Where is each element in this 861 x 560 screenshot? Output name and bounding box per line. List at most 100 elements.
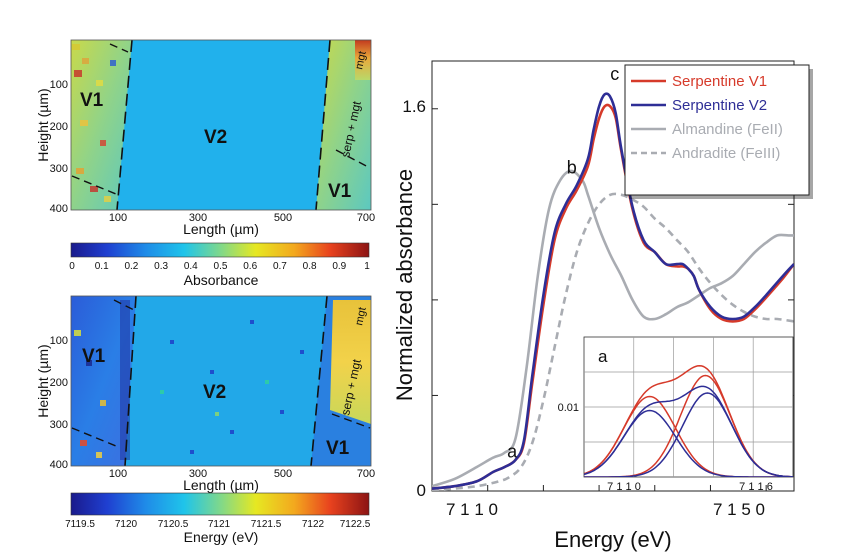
boundary-v1-top bbox=[113, 299, 135, 311]
inset-y-tick: 0.01 bbox=[558, 402, 579, 414]
y-tick: 100 bbox=[50, 335, 68, 347]
x-tick: 700 bbox=[357, 212, 375, 224]
colorbar-tick: 0.1 bbox=[95, 261, 109, 272]
y-axis-label: Height (µm) bbox=[35, 344, 51, 417]
colorbar-gradient bbox=[70, 242, 370, 258]
energy-colorbar: 7119.5 7120 7120.5 7121 7121.5 7122 7122… bbox=[65, 492, 371, 545]
colorbar-tick: 0.9 bbox=[332, 261, 346, 272]
series-group bbox=[432, 92, 794, 491]
annotation-mgt: mgt bbox=[353, 306, 369, 326]
colorbar-tick: 0.3 bbox=[154, 261, 168, 272]
inset-plot: a 0.01 7 1 1 0 7 1 1 6 bbox=[558, 336, 794, 493]
y-tick-label: 1.6 bbox=[402, 97, 426, 116]
y-axis-label: Normalized absorbance bbox=[392, 169, 417, 401]
region-label-v2: V2 bbox=[203, 382, 226, 403]
boundary-right bbox=[315, 39, 331, 211]
colorbar-tick: 7121 bbox=[208, 519, 231, 530]
y-tick: 400 bbox=[50, 459, 68, 471]
colorbar-tick: 7120.5 bbox=[158, 519, 189, 530]
x-tick: 300 bbox=[189, 212, 207, 224]
legend-label-almandine: Almandine (FeII) bbox=[672, 121, 783, 138]
x-tick: 500 bbox=[274, 212, 292, 224]
inset-grid bbox=[584, 337, 793, 477]
region-v1-right bbox=[316, 40, 371, 210]
peak-label-c: c bbox=[610, 64, 619, 84]
inset-curves bbox=[584, 364, 793, 477]
region-label-v2: V2 bbox=[204, 127, 227, 148]
x-tick-label: 7 1 5 0 bbox=[713, 500, 765, 519]
region-v1-left bbox=[71, 40, 132, 210]
series-andradite bbox=[432, 192, 794, 491]
map-frame bbox=[70, 295, 372, 467]
annotation-mgt: mgt bbox=[353, 50, 369, 70]
y-tick: 300 bbox=[50, 419, 68, 431]
colorbar-tick: 7121.5 bbox=[251, 519, 282, 530]
boundary-left bbox=[116, 39, 133, 211]
series-almandine bbox=[432, 169, 794, 488]
x-tick: 300 bbox=[189, 468, 207, 480]
y-tick-labels: 100 200 300 400 bbox=[50, 79, 68, 215]
colorbar-tick: 7119.5 bbox=[65, 519, 95, 530]
colorbar-tick: 0.7 bbox=[273, 261, 287, 272]
y-tick: 200 bbox=[50, 377, 68, 389]
legend-label-serpentine-v2: Serpentine V2 bbox=[672, 97, 767, 114]
colorbar-label: Energy (eV) bbox=[184, 529, 259, 545]
region-label-v1-right: V1 bbox=[328, 181, 352, 202]
map-speckle bbox=[74, 300, 304, 460]
y-tick: 100 bbox=[50, 79, 68, 91]
xanes-plot: a 0.01 7 1 1 0 7 1 1 6 a b c Serpentine … bbox=[392, 60, 813, 552]
region-label-v1-left: V1 bbox=[82, 346, 106, 367]
y-tick-labels: 100 200 300 400 bbox=[50, 335, 68, 471]
colorbar-gradient bbox=[70, 492, 370, 516]
boundary-v1-inner bbox=[71, 427, 117, 447]
map-speckle bbox=[72, 44, 116, 202]
legend-label-serpentine-v1: Serpentine V1 bbox=[672, 73, 767, 90]
colorbar-tick: 0.5 bbox=[214, 261, 228, 272]
inset-x-tick: 7 1 1 0 bbox=[607, 481, 641, 493]
energy-map: V1 V2 V1 serp + mgt mgt 100 200 300 400 … bbox=[35, 295, 375, 493]
y-tick: 200 bbox=[50, 121, 68, 133]
y-tick-label: 0 bbox=[417, 481, 426, 500]
legend: Serpentine V1 Serpentine V2 Almandine (F… bbox=[624, 64, 813, 199]
x-tick: 500 bbox=[274, 468, 292, 480]
colorbar-tick: 7122.5 bbox=[340, 519, 371, 530]
peak-label-b: b bbox=[567, 157, 577, 177]
x-tick: 100 bbox=[109, 468, 127, 480]
x-axis-label: Length (µm) bbox=[183, 477, 259, 493]
region-v1-left bbox=[71, 296, 136, 466]
x-tick-label: 7 1 1 0 bbox=[446, 500, 498, 519]
region-mgt bbox=[355, 40, 371, 80]
series-serpentine-v2 bbox=[432, 92, 794, 490]
x-tick-labels: 100 300 500 700 bbox=[109, 212, 375, 224]
peak-labels: a b c bbox=[507, 64, 619, 461]
x-tick-labels: 100 300 500 700 bbox=[109, 468, 375, 480]
colorbar-tick: 7122 bbox=[302, 519, 325, 530]
boundary-mgt bbox=[331, 413, 371, 429]
peak-label-a: a bbox=[507, 442, 518, 462]
colorbar-label: Absorbance bbox=[184, 272, 259, 288]
boundary-left bbox=[124, 295, 137, 467]
legend-label-andradite: Andradite (FeIII) bbox=[672, 145, 780, 162]
colorbar-tick: 0.6 bbox=[243, 261, 257, 272]
y-tick: 300 bbox=[50, 163, 68, 175]
absorbance-map: V1 V2 V1 serp + mgt mgt 100 200 300 400 … bbox=[35, 39, 375, 237]
region-label-v1-left: V1 bbox=[80, 90, 104, 111]
boundary-v1-top bbox=[109, 43, 129, 53]
inset-label: a bbox=[598, 347, 608, 366]
boundary-v1-inner bbox=[71, 175, 117, 195]
inset-x-tick: 7 1 1 6 bbox=[739, 481, 773, 493]
boundary-right bbox=[310, 295, 328, 467]
x-tick: 100 bbox=[109, 212, 127, 224]
region-mgt bbox=[330, 300, 371, 424]
legend-swatches bbox=[631, 79, 666, 155]
x-axis-label: Energy (eV) bbox=[554, 527, 671, 552]
colorbar-tick: 0.4 bbox=[184, 261, 198, 272]
region-label-v1-right: V1 bbox=[326, 438, 350, 459]
absorbance-colorbar: 0 0.1 0.2 0.3 0.4 0.5 0.6 0.7 0.8 0.9 1 … bbox=[69, 242, 370, 288]
x-tick: 700 bbox=[357, 468, 375, 480]
colorbar-tick: 0.2 bbox=[124, 261, 138, 272]
x-axis-label: Length (µm) bbox=[183, 221, 259, 237]
boundary-mgt bbox=[335, 149, 371, 169]
colorbar-tick: 0 bbox=[69, 261, 75, 272]
